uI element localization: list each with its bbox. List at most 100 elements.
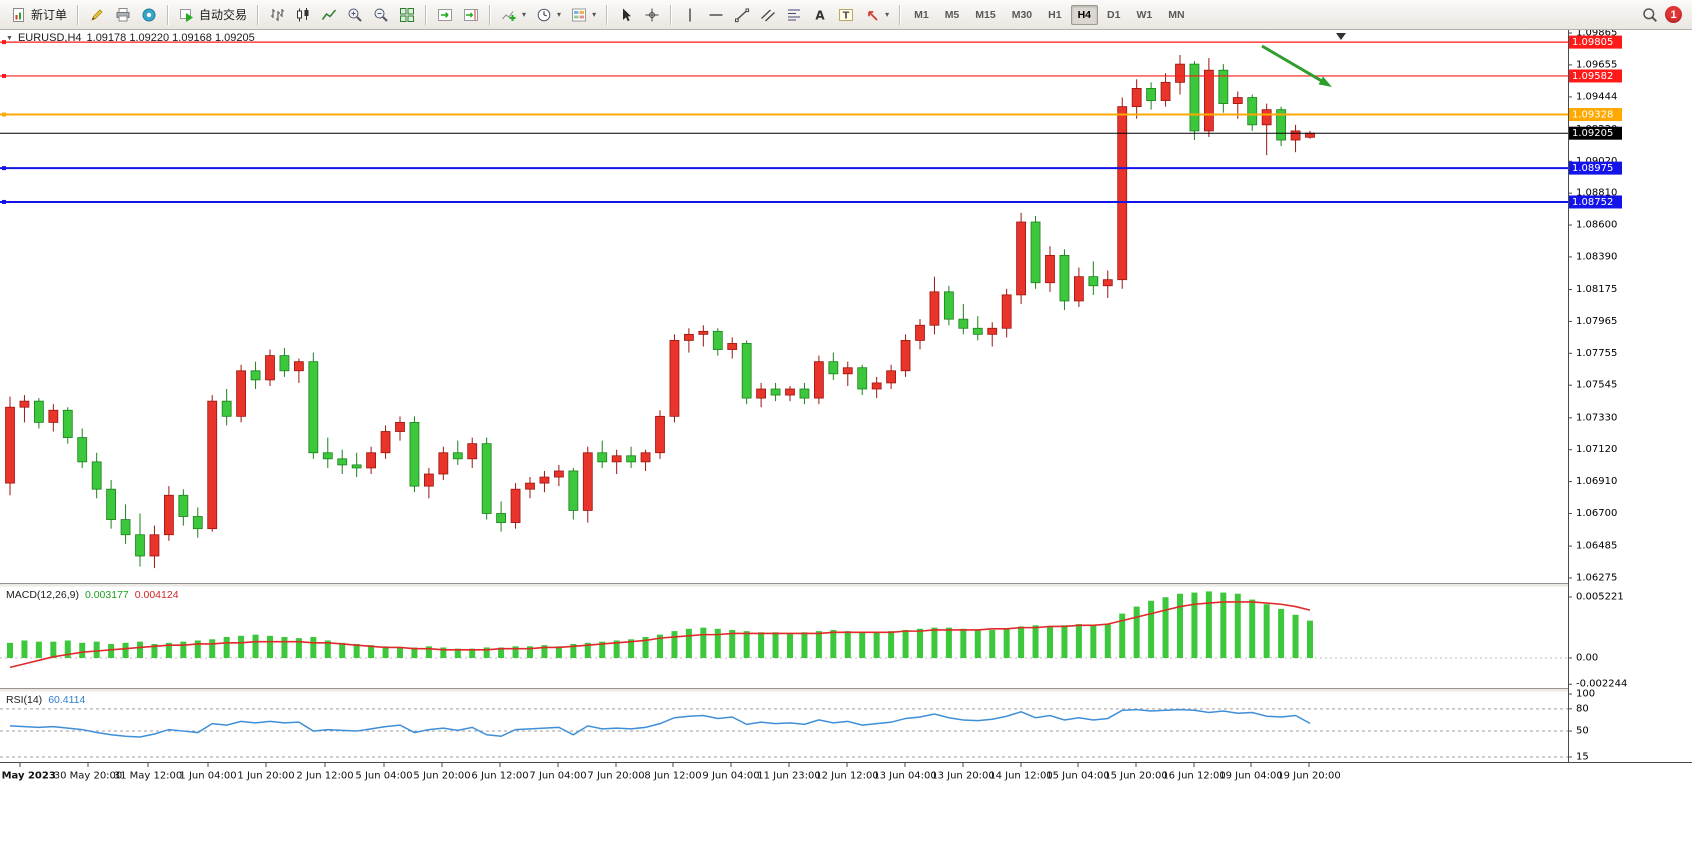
macd-histogram-bar bbox=[541, 645, 548, 658]
candle bbox=[207, 400, 218, 530]
zoom-out-button[interactable] bbox=[368, 3, 394, 27]
panel-splitter[interactable] bbox=[0, 583, 1692, 584]
search-button[interactable] bbox=[1637, 3, 1663, 27]
line-chart-mode-button[interactable] bbox=[316, 3, 342, 27]
crosshair-button[interactable] bbox=[639, 3, 665, 27]
auto-scroll-button[interactable] bbox=[432, 3, 458, 27]
macd-histogram-bar bbox=[252, 634, 259, 658]
cursor-button[interactable] bbox=[613, 3, 639, 27]
price-label-text: 1.09805 bbox=[1572, 37, 1613, 48]
new-order-icon bbox=[11, 7, 27, 23]
macd-histogram-bar bbox=[1162, 597, 1169, 658]
periods-dropdown-icon[interactable]: ▾ bbox=[557, 10, 562, 19]
candle bbox=[438, 452, 449, 475]
macd-histogram-bar bbox=[859, 632, 866, 658]
rsi-name: RSI(14) bbox=[6, 694, 43, 706]
chart-shift-button[interactable] bbox=[458, 3, 484, 27]
macd-histogram-bar bbox=[108, 643, 115, 658]
equidistant-channel-button[interactable] bbox=[755, 3, 781, 27]
candle bbox=[250, 370, 261, 381]
arrows-tool-icon bbox=[864, 7, 880, 23]
trend-arrow-head[interactable] bbox=[1318, 76, 1332, 87]
price-tick-label: 1.06910 bbox=[1576, 476, 1617, 487]
chart-background[interactable] bbox=[0, 30, 1692, 848]
macd-histogram-bar bbox=[368, 645, 375, 658]
candle bbox=[842, 367, 853, 375]
time-label: 8 Jun 12:00 bbox=[644, 771, 701, 782]
macd-histogram-bar bbox=[700, 627, 707, 658]
macd-histogram-bar bbox=[844, 631, 851, 658]
hline-handle[interactable] bbox=[2, 40, 6, 45]
macd-histogram-bar bbox=[815, 631, 822, 658]
fibonacci-button[interactable] bbox=[781, 3, 807, 27]
hline-handle[interactable] bbox=[2, 199, 6, 204]
timeframe-w1-button[interactable]: W1 bbox=[1136, 8, 1153, 21]
indicators-dropdown-icon[interactable]: ▾ bbox=[522, 10, 527, 19]
panel-splitter[interactable] bbox=[0, 688, 1692, 689]
candle bbox=[813, 361, 824, 399]
hline-handle[interactable] bbox=[2, 166, 6, 171]
arrows-tool-button[interactable]: ▾ bbox=[859, 3, 894, 27]
new-order-button[interactable]: 新订单 bbox=[6, 3, 72, 27]
chart-shift-marker[interactable] bbox=[1336, 33, 1346, 40]
price-tick-label: 1.07330 bbox=[1576, 412, 1617, 423]
autotrading-icon bbox=[179, 7, 195, 23]
price-scale[interactable] bbox=[1569, 30, 1692, 762]
rsi-tick-label: 15 bbox=[1576, 752, 1589, 763]
periods-button[interactable]: ▾ bbox=[531, 3, 566, 27]
timeframe-d1-button[interactable]: D1 bbox=[1107, 8, 1121, 21]
trend-arrow-line[interactable] bbox=[1261, 44, 1327, 85]
zoom-in-button[interactable] bbox=[342, 3, 368, 27]
rsi-tick-label: 100 bbox=[1576, 689, 1595, 700]
macd-histogram-bar bbox=[830, 629, 837, 658]
text-button[interactable]: A bbox=[807, 3, 833, 27]
tile-windows-button[interactable] bbox=[394, 3, 420, 27]
macd-histogram-bar bbox=[1249, 599, 1256, 658]
templates-dropdown-icon[interactable]: ▾ bbox=[592, 10, 597, 19]
hline-handle[interactable] bbox=[2, 112, 6, 117]
macd-histogram-bar bbox=[1220, 592, 1227, 658]
text-label-button[interactable]: T bbox=[833, 3, 859, 27]
timeframe-m5-button[interactable]: M5 bbox=[944, 8, 960, 21]
timeframe-mn-button[interactable]: MN bbox=[1168, 8, 1185, 21]
price-tick-label: 1.08390 bbox=[1576, 251, 1617, 262]
indicators-button[interactable]: ▾ bbox=[496, 3, 531, 27]
hline-handle[interactable] bbox=[2, 73, 6, 78]
vertical-line-button[interactable] bbox=[677, 3, 703, 27]
timeframe-m15-button[interactable]: M15 bbox=[975, 8, 996, 21]
candle bbox=[1073, 276, 1084, 302]
macd-histogram-bar bbox=[397, 647, 403, 658]
candle bbox=[149, 534, 160, 557]
bar-chart-mode-button[interactable] bbox=[264, 3, 290, 27]
time-label: 5 Jun 20:00 bbox=[413, 771, 470, 782]
candlestick-mode-button[interactable] bbox=[290, 3, 316, 27]
macd-histogram-bar bbox=[657, 634, 663, 658]
templates-button[interactable]: ▾ bbox=[566, 3, 601, 27]
print-button[interactable] bbox=[110, 3, 136, 27]
candle bbox=[698, 330, 709, 335]
candle bbox=[5, 406, 15, 484]
time-scale[interactable] bbox=[0, 763, 1692, 848]
timeframe-m1-button[interactable]: M1 bbox=[914, 8, 929, 21]
mql-editor-button[interactable] bbox=[84, 3, 110, 27]
macd-histogram-bar bbox=[714, 628, 721, 658]
arrows-tool-dropdown-icon[interactable]: ▾ bbox=[885, 10, 890, 19]
autotrading-button[interactable]: 自动交易 bbox=[174, 3, 252, 27]
notification-badge[interactable]: 1 bbox=[1665, 6, 1682, 23]
macd-histogram-bar bbox=[93, 641, 100, 658]
trendline-button[interactable] bbox=[729, 3, 755, 27]
candle bbox=[178, 494, 189, 517]
candle bbox=[770, 388, 781, 396]
timeframe-m30-button[interactable]: M30 bbox=[1011, 8, 1033, 21]
candle bbox=[395, 421, 405, 432]
price-label-box bbox=[1569, 161, 1622, 175]
sound-button[interactable] bbox=[136, 3, 162, 27]
macd-histogram-bar bbox=[79, 642, 86, 658]
candle bbox=[1001, 294, 1012, 329]
timeframe-h1-button[interactable]: H1 bbox=[1048, 8, 1062, 21]
horizontal-line-button[interactable] bbox=[703, 3, 729, 27]
macd-histogram-bar bbox=[613, 640, 620, 658]
candle bbox=[1189, 63, 1200, 132]
candle bbox=[496, 513, 507, 523]
timeframe-h4-button[interactable]: H4 bbox=[1070, 4, 1099, 25]
